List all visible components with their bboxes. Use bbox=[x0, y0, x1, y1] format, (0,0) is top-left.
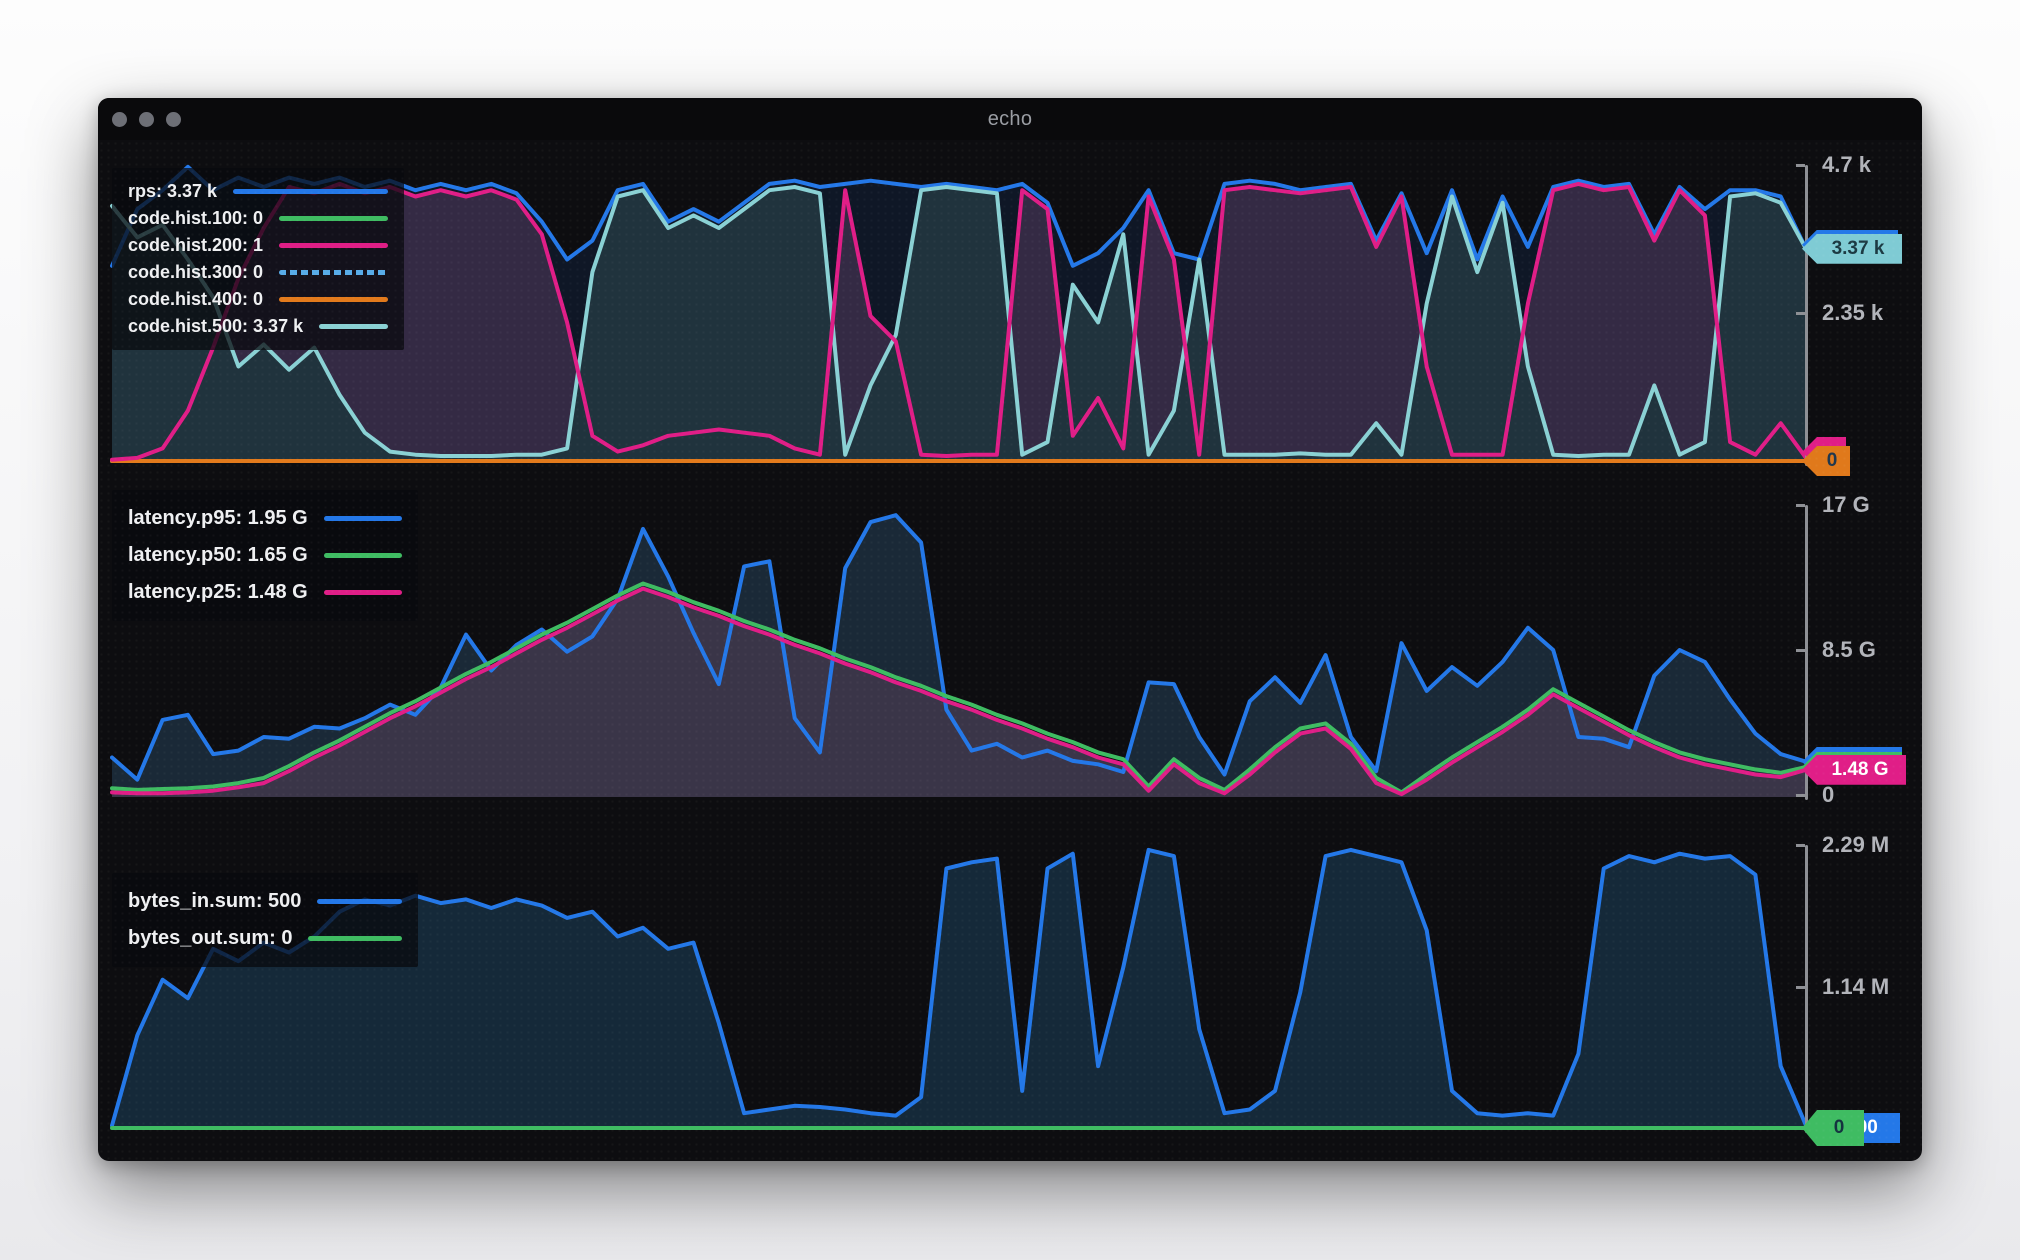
bytes-chart-legend: bytes_in.sum: 500 bytes_out.sum: 0 bbox=[112, 873, 418, 967]
legend-item: bytes_in.sum: 500 bbox=[128, 883, 402, 920]
bytes_in.sum-area bbox=[112, 849, 1806, 1130]
latency.p25-legend-label: latency.p25: 1.48 G bbox=[128, 581, 308, 603]
window-title: echo bbox=[987, 107, 1033, 130]
legend-item: rps: 3.37 k bbox=[128, 178, 388, 205]
y-axis-tick-label: 8.5 G bbox=[1822, 636, 1876, 662]
latency.p25-line bbox=[110, 586, 1808, 797]
zoom-button-icon[interactable] bbox=[166, 111, 181, 127]
latency.p95-legend-label: latency.p95: 1.95 G bbox=[128, 507, 308, 529]
code.hist.200-legend-label: code.hist.200: 1 bbox=[128, 235, 264, 255]
close-button-icon[interactable] bbox=[112, 111, 127, 127]
code.hist.300-legend-label: code.hist.300: 0 bbox=[128, 262, 264, 282]
window-controls bbox=[112, 98, 181, 140]
latency.p95-legend-swatch-icon bbox=[323, 516, 402, 521]
legend-item: code.hist.200: 1 bbox=[128, 232, 388, 259]
y-axis-tick-label: 2.35 k bbox=[1822, 299, 1884, 325]
code.hist.500-legend-label: code.hist.500: 3.37 k bbox=[128, 316, 304, 336]
latency.p95-line bbox=[110, 513, 1808, 782]
code.hist.400-legend-swatch-icon bbox=[279, 297, 388, 302]
minimize-button-icon[interactable] bbox=[139, 111, 154, 127]
legend-item: latency.p95: 1.95 G bbox=[128, 500, 402, 537]
latency-chart-plot bbox=[110, 513, 1808, 797]
code.hist.500-legend-swatch-icon bbox=[319, 324, 388, 329]
latency.p50-legend-swatch-icon bbox=[323, 553, 402, 558]
legend-item: code.hist.100: 0 bbox=[128, 205, 388, 232]
latency.p25-legend-swatch-icon bbox=[323, 590, 402, 595]
y-axis-tick-label: 17 G bbox=[1822, 492, 1870, 517]
terminal-window: echo 4.7 k 2.35 k 0 3.37 k 3.37 k rps: 3.37 … bbox=[98, 98, 1922, 1161]
code.hist.300-legend-swatch-icon bbox=[279, 270, 388, 275]
bytes_in.sum-legend-swatch-icon bbox=[317, 899, 402, 904]
legend-item: bytes_out.sum: 0 bbox=[128, 920, 402, 957]
latency-chart-legend: latency.p95: 1.95 G latency.p50: 1.65 G la… bbox=[112, 490, 418, 621]
latency.p25-area bbox=[112, 588, 1806, 797]
code.hist.100-legend-label: code.hist.100: 0 bbox=[128, 208, 264, 228]
code.hist.100-legend-swatch-icon bbox=[279, 216, 388, 221]
y-axis-tick-label: 4.7 k bbox=[1822, 151, 1871, 177]
bytes_out.sum-legend-swatch-icon bbox=[308, 936, 402, 941]
current-value-badge: 0 bbox=[1802, 1110, 1864, 1146]
code.hist.500-area bbox=[112, 187, 1806, 463]
bytes_out.sum-legend-label: bytes_out.sum: 0 bbox=[128, 927, 293, 949]
y-axis-tick-label: 2.29 M bbox=[1822, 832, 1890, 858]
legend-item: code.hist.500: 3.37 k bbox=[128, 313, 388, 340]
bytes_in.sum-legend-label: bytes_in.sum: 500 bbox=[128, 890, 302, 912]
latency.p50-line bbox=[110, 581, 1808, 795]
current-value-badge: 1.95 G bbox=[1802, 746, 1902, 777]
y-axis-tick-label: 1.14 M bbox=[1822, 974, 1890, 1000]
code.hist.200-legend-swatch-icon bbox=[279, 243, 388, 248]
current-value-badge: 500 bbox=[1812, 1113, 1900, 1143]
y-axis-tick-label: 0 bbox=[1822, 782, 1835, 807]
rps-legend-label: rps: 3.37 k bbox=[128, 181, 218, 201]
current-value-badge: 3.37 k bbox=[1802, 233, 1902, 264]
code.hist.200-area bbox=[112, 183, 1806, 463]
code.hist.400-legend-label: code.hist.400: 0 bbox=[128, 289, 264, 309]
latency.p50-legend-label: latency.p50: 1.65 G bbox=[128, 544, 308, 566]
legend-item: latency.p25: 1.48 G bbox=[128, 574, 402, 611]
rps-chart-plot bbox=[110, 164, 1808, 463]
rps-legend-swatch-icon bbox=[233, 189, 388, 194]
current-value-badge: 1.48 G bbox=[1802, 754, 1906, 785]
current-value-badge: 1.65 G bbox=[1802, 751, 1902, 782]
rps-chart-legend: rps: 3.37 k code.hist.100: 0 code.hist.200… bbox=[112, 168, 404, 350]
legend-item: latency.p50: 1.65 G bbox=[128, 537, 402, 574]
titlebar: echo bbox=[98, 98, 1922, 140]
legend-item: code.hist.400: 0 bbox=[128, 286, 388, 313]
current-value-badge: 3.37 k bbox=[1802, 229, 1898, 260]
legend-item: code.hist.300: 0 bbox=[128, 259, 388, 286]
